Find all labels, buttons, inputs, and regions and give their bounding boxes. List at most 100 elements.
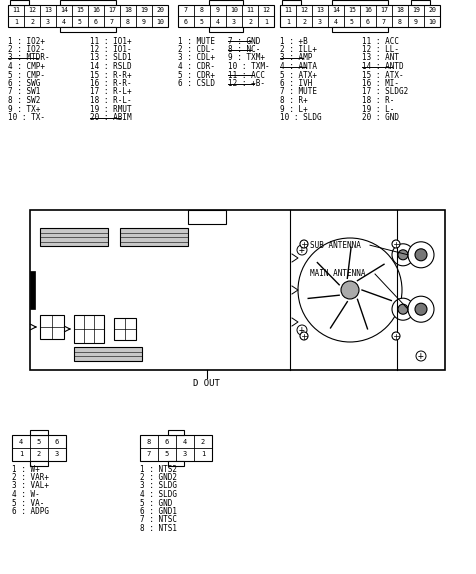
Circle shape — [408, 242, 434, 268]
Text: 5: 5 — [78, 18, 82, 25]
Text: 5: 5 — [350, 18, 354, 25]
Text: 1 : W+: 1 : W+ — [12, 464, 40, 474]
Text: 19: 19 — [140, 7, 148, 14]
Text: 11 : ACC: 11 : ACC — [362, 37, 399, 45]
Circle shape — [416, 351, 426, 361]
Text: SUB ANTENNA: SUB ANTENNA — [310, 241, 361, 250]
Text: 6 : ADPG: 6 : ADPG — [12, 507, 49, 516]
Text: 10 : TX-: 10 : TX- — [8, 113, 45, 122]
Text: 20: 20 — [156, 7, 164, 14]
Text: 2: 2 — [30, 18, 34, 25]
Text: 9 : TX+: 9 : TX+ — [8, 104, 40, 114]
Text: 2 : IO2-: 2 : IO2- — [8, 45, 45, 54]
Text: 19: 19 — [412, 7, 420, 14]
Bar — [120, 228, 188, 246]
Text: 12 : LL-: 12 : LL- — [362, 45, 399, 54]
Text: 7 : GND: 7 : GND — [228, 37, 260, 45]
Text: 9: 9 — [142, 18, 146, 25]
Circle shape — [392, 240, 400, 248]
Text: 11: 11 — [246, 7, 254, 14]
Text: 5 : ATX+: 5 : ATX+ — [280, 71, 317, 80]
Text: 6: 6 — [184, 18, 188, 25]
Text: 8: 8 — [398, 18, 402, 25]
Text: 4 : W-: 4 : W- — [12, 490, 40, 499]
Bar — [30, 430, 49, 435]
Text: 10 : TXM-: 10 : TXM- — [228, 62, 269, 71]
Text: 11 : IO1+: 11 : IO1+ — [90, 37, 132, 45]
Bar — [74, 347, 142, 361]
Circle shape — [415, 249, 427, 261]
Circle shape — [392, 332, 400, 340]
Text: 16 : MI-: 16 : MI- — [362, 79, 399, 88]
Text: 8: 8 — [126, 18, 130, 25]
Circle shape — [392, 244, 414, 266]
Text: 16 : R-R-: 16 : R-R- — [90, 79, 132, 88]
Text: 4 : ANTA: 4 : ANTA — [280, 62, 317, 71]
Text: 4: 4 — [19, 439, 23, 444]
Circle shape — [297, 245, 307, 255]
Bar — [114, 318, 136, 340]
Text: 10: 10 — [230, 7, 238, 14]
Text: 3 : MTDR-: 3 : MTDR- — [8, 53, 50, 63]
Text: 6: 6 — [55, 439, 59, 444]
Text: 20: 20 — [428, 7, 436, 14]
Circle shape — [341, 281, 359, 299]
Text: 1: 1 — [14, 18, 18, 25]
Circle shape — [298, 238, 402, 342]
Text: 19 : L-: 19 : L- — [362, 104, 395, 114]
Text: 7 : NTSC: 7 : NTSC — [140, 515, 177, 525]
Text: 10: 10 — [156, 18, 164, 25]
Text: 5: 5 — [200, 18, 204, 25]
Text: 10: 10 — [428, 18, 436, 25]
Bar — [209, 27, 243, 32]
Text: +: + — [299, 325, 305, 335]
Bar — [280, 5, 440, 27]
Text: 3: 3 — [183, 452, 187, 457]
Text: 18: 18 — [396, 7, 404, 14]
Text: +: + — [418, 351, 424, 361]
Text: 9 : L+: 9 : L+ — [280, 104, 308, 114]
Text: 7 : SW1: 7 : SW1 — [8, 87, 40, 96]
Circle shape — [398, 250, 408, 260]
Text: 4 : CMP+: 4 : CMP+ — [8, 62, 45, 71]
Bar — [168, 461, 184, 466]
Text: 3 : SLDG: 3 : SLDG — [140, 482, 177, 491]
Text: 2 : CDL-: 2 : CDL- — [178, 45, 215, 54]
Bar — [188, 210, 226, 224]
Text: 20 : ABIM: 20 : ABIM — [90, 113, 132, 122]
Text: 3: 3 — [318, 18, 322, 25]
Text: 1: 1 — [286, 18, 290, 25]
Text: 7: 7 — [382, 18, 386, 25]
Text: 3 : AMP: 3 : AMP — [280, 53, 312, 63]
Text: 1 : MUTE: 1 : MUTE — [178, 37, 215, 45]
Text: 20 : GND: 20 : GND — [362, 113, 399, 122]
Bar — [60, 0, 116, 5]
Text: 4: 4 — [183, 439, 187, 444]
Text: 5: 5 — [37, 439, 41, 444]
Text: 17 : SLDG2: 17 : SLDG2 — [362, 87, 408, 96]
Text: 3 : CDL+: 3 : CDL+ — [178, 53, 215, 63]
Bar — [60, 27, 116, 32]
Text: 7: 7 — [184, 7, 188, 14]
Text: 17: 17 — [380, 7, 388, 14]
Bar — [30, 210, 445, 370]
Text: 12 : +B-: 12 : +B- — [228, 79, 265, 88]
Text: 11: 11 — [12, 7, 20, 14]
Text: D OUT: D OUT — [193, 379, 220, 389]
Text: 18 : R-: 18 : R- — [362, 96, 395, 105]
Text: 16: 16 — [92, 7, 100, 14]
Text: 5 : CDR+: 5 : CDR+ — [178, 71, 215, 80]
Text: 12 : IO1-: 12 : IO1- — [90, 45, 132, 54]
Text: 11 : ACC: 11 : ACC — [228, 71, 265, 80]
Bar — [40, 315, 64, 339]
Bar — [30, 461, 49, 466]
Bar — [178, 5, 274, 27]
Text: 6: 6 — [94, 18, 98, 25]
Text: 9 : TXM+: 9 : TXM+ — [228, 53, 265, 63]
Text: 8 : NC-: 8 : NC- — [228, 45, 260, 54]
Text: 11: 11 — [284, 7, 292, 14]
Text: MAIN ANTENNA: MAIN ANTENNA — [310, 270, 366, 278]
Circle shape — [300, 332, 308, 340]
Text: 6 : CSLD: 6 : CSLD — [178, 79, 215, 88]
Text: 2 : VAR+: 2 : VAR+ — [12, 473, 49, 482]
